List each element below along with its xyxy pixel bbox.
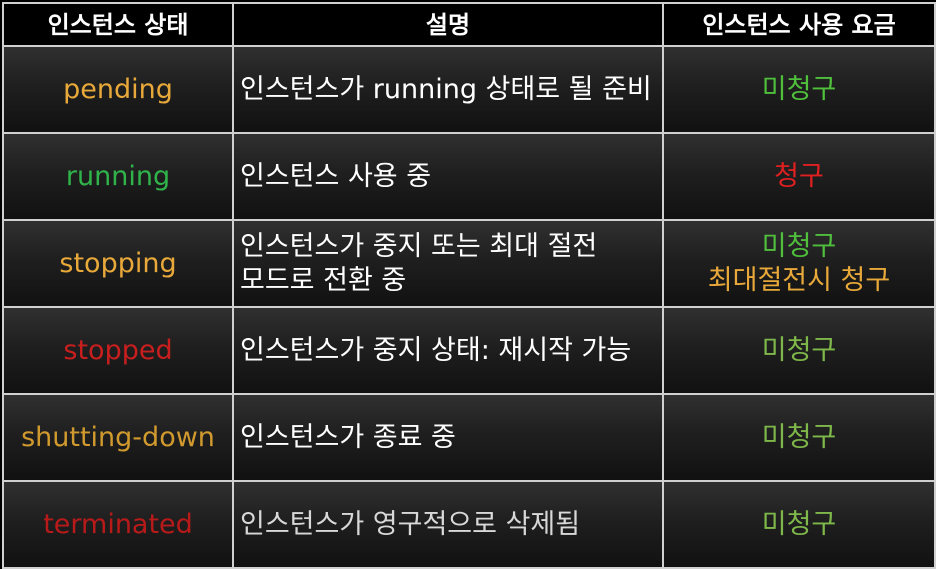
description-cell: 인스턴스가 running 상태로 될 준비	[232, 45, 664, 134]
billing-cell: 미청구	[662, 306, 936, 395]
billing-cell: 미청구	[662, 393, 936, 482]
table-row: stopping 인스턴스가 중지 또는 최대 절전 모드로 전환 중 미청구 최대절전…	[2, 219, 936, 308]
billing-text: 최대절전시 청구	[707, 264, 891, 296]
description-text: 인스턴스가 중지 또는 최대 절전	[240, 230, 598, 262]
table-row: stopped 인스턴스가 중지 상태: 재시작 가능 미청구	[2, 306, 936, 395]
billing-text: 미청구	[761, 421, 837, 453]
table-row: running 인스턴스 사용 중 청구	[2, 132, 936, 221]
header-billing: 인스턴스 사용 요금	[662, 2, 936, 47]
billing-text: 청구	[774, 160, 824, 192]
state-cell: shutting-down	[2, 393, 234, 482]
table-row: terminated 인스턴스가 영구적으로 삭제됨 미청구	[2, 480, 936, 569]
billing-text: 미청구	[761, 73, 837, 105]
state-label: pending	[63, 73, 173, 105]
table-row: shutting-down 인스턴스가 종료 중 미청구	[2, 393, 936, 482]
billing-cell: 미청구	[662, 45, 936, 134]
description-cell: 인스턴스가 영구적으로 삭제됨	[232, 480, 664, 569]
state-cell: pending	[2, 45, 234, 134]
state-label: terminated	[43, 508, 193, 540]
description-cell: 인스턴스 사용 중	[232, 132, 664, 221]
billing-cell: 미청구 최대절전시 청구	[662, 219, 936, 308]
table-body: pending 인스턴스가 running 상태로 될 준비 미청구 running 인…	[2, 45, 936, 569]
billing-text: 미청구	[761, 334, 837, 366]
state-label: stopped	[63, 334, 173, 366]
state-cell: terminated	[2, 480, 234, 569]
state-cell: running	[2, 132, 234, 221]
description-text: 모드로 전환 중	[240, 264, 407, 296]
description-cell: 인스턴스가 중지 또는 최대 절전 모드로 전환 중	[232, 219, 664, 308]
description-text: 인스턴스 사용 중	[240, 160, 432, 192]
billing-text: 미청구	[761, 230, 837, 262]
header-instance-state: 인스턴스 상태	[2, 2, 234, 47]
description-cell: 인스턴스가 중지 상태: 재시작 가능	[232, 306, 664, 395]
description-text: 인스턴스가 running 상태로 될 준비	[240, 73, 652, 105]
state-cell: stopping	[2, 219, 234, 308]
description-text: 인스턴스가 종료 중	[240, 421, 456, 453]
state-cell: stopped	[2, 306, 234, 395]
header-description: 설명	[232, 2, 664, 47]
billing-cell: 미청구	[662, 480, 936, 569]
description-cell: 인스턴스가 종료 중	[232, 393, 664, 482]
state-label: running	[65, 160, 171, 192]
state-label: shutting-down	[21, 421, 215, 453]
billing-text: 미청구	[761, 508, 837, 540]
description-text: 인스턴스가 영구적으로 삭제됨	[240, 508, 581, 540]
billing-cell: 청구	[662, 132, 936, 221]
table-header-row: 인스턴스 상태 설명 인스턴스 사용 요금	[2, 2, 936, 47]
state-label: stopping	[59, 247, 177, 279]
description-text: 인스턴스가 중지 상태: 재시작 가능	[240, 334, 632, 366]
table-row: pending 인스턴스가 running 상태로 될 준비 미청구	[2, 45, 936, 134]
